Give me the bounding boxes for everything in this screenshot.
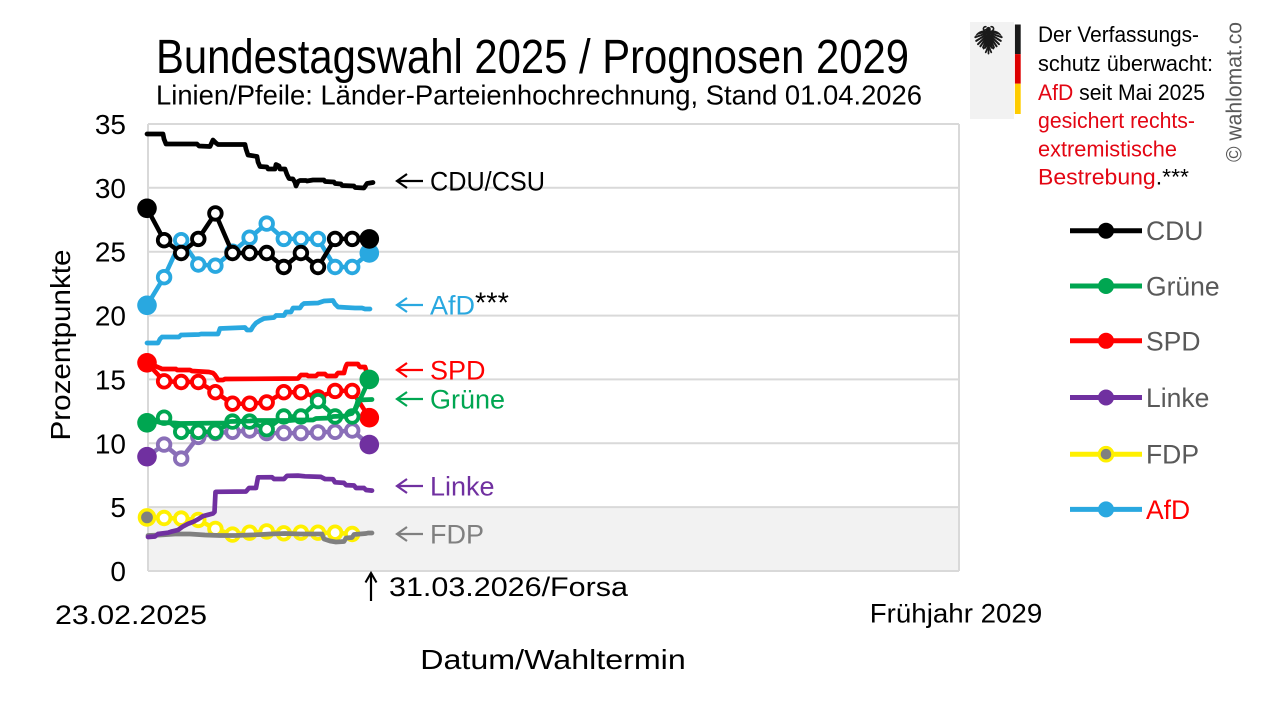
svg-text:23.02.2025: 23.02.2025 [55,600,207,630]
svg-text:schutz überwacht:: schutz überwacht: [1038,51,1213,76]
svg-text:Datum/Wahltermin: Datum/Wahltermin [420,644,686,675]
svg-text:FDP: FDP [430,520,484,550]
svg-text:SPD: SPD [1146,326,1201,356]
svg-text:20: 20 [95,301,126,332]
svg-text:0: 0 [110,556,126,587]
svg-text:10: 10 [95,428,126,459]
svg-text:Linke: Linke [1146,383,1209,413]
svg-text:Der Verfassungs-: Der Verfassungs- [1038,22,1199,47]
svg-text:Linke: Linke [430,472,495,502]
svg-text:FDP: FDP [1146,440,1199,470]
svg-text:SPD: SPD [430,356,486,386]
svg-text:Bestrebung.***: Bestrebung .*** [1038,165,1189,190]
svg-text:© wahlomat.co: © wahlomat.co [1222,22,1247,162]
svg-text:Linien/Pfeile: Länder-Parteien: Linien/Pfeile: Länder-Parteienhochrechnu… [156,80,922,111]
svg-text:Bundestagswahl 2025 / Prognose: Bundestagswahl 2025 / Prognosen 2029 [156,31,909,84]
svg-text:AfD seit Mai 2025: AfD seit Mai 2025 [1038,80,1205,105]
svg-text:CDU/CSU: CDU/CSU [430,167,545,197]
svg-text:extremistische: extremistische [1038,136,1177,161]
svg-text:AfD***: AfD*** [430,288,509,321]
svg-text:15: 15 [95,364,126,395]
svg-text:Grüne: Grüne [1146,272,1220,302]
svg-text:AfD: AfD [1146,495,1190,525]
svg-text:31.03.2026/Forsa: 31.03.2026/Forsa [389,572,629,602]
svg-text:Grüne: Grüne [430,385,505,415]
svg-text:CDU: CDU [1146,216,1203,246]
svg-text:25: 25 [95,237,126,268]
svg-text:30: 30 [95,173,126,204]
svg-text:35: 35 [95,109,126,140]
svg-text:gesichert rechts-: gesichert rechts- [1038,108,1195,133]
svg-text:5: 5 [110,492,126,523]
svg-text:Frühjahr 2029: Frühjahr 2029 [870,599,1043,629]
svg-text:Prozentpunkte: Prozentpunkte [45,249,76,440]
